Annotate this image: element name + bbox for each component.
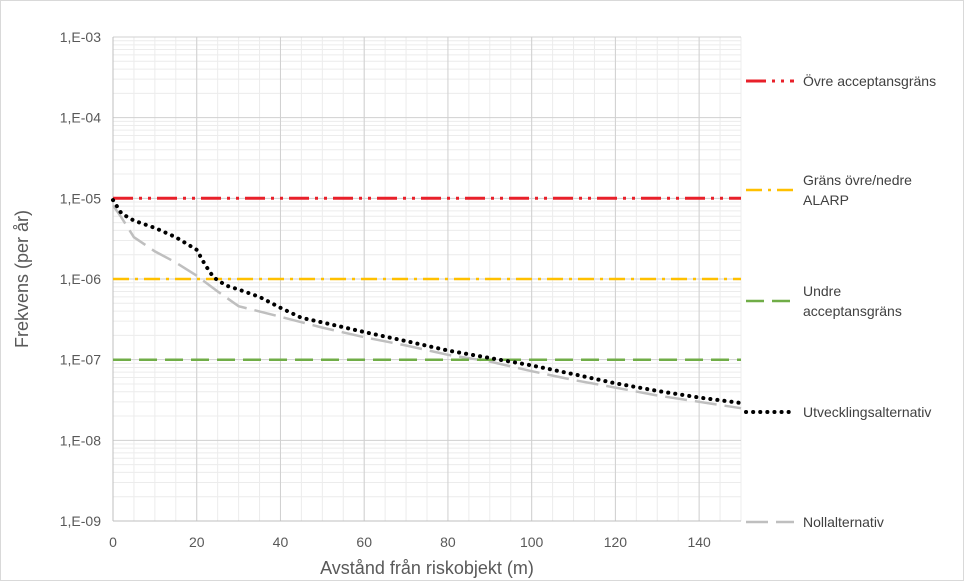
x-axis-title: Avstånd från riskobjekt (m) [320,558,534,578]
x-tick-label: 120 [604,534,628,550]
series-line-5 [111,204,742,410]
y-tick-label: 1,E-06 [60,271,101,287]
y-tick-label: 1,E-08 [60,432,101,448]
legend: Övre acceptansgräns Gräns övre/nedre ALARP… [744,72,936,530]
x-tick-label: 40 [273,534,289,550]
y-tick-label: 1,E-03 [60,29,101,45]
legend-label-line: Gräns övre/nedre [803,172,912,188]
y-tick-label: 1,E-07 [60,352,101,368]
y-axis-title: Frekvens (per år) [12,210,32,348]
x-tick-label: 0 [109,534,117,550]
x-tick-label: 80 [440,534,456,550]
series-layer [111,196,743,410]
legend-label-5: Nollalternativ [803,514,884,530]
legend-label-1: Övre acceptansgräns [803,72,936,89]
y-axis-ticks: 1,E-03 1,E-04 1,E-05 1,E-06 1,E-07 1,E-08 1,E-… [60,29,101,529]
legend-label-line: ALARP [803,192,849,208]
x-tick-label: 100 [520,534,544,550]
legend-label-line: acceptansgräns [803,303,902,319]
series-line-4 [111,198,743,405]
legend-label-2: Gräns övre/nedre ALARP [803,172,912,208]
y-tick-label: 1,E-09 [60,513,101,529]
x-tick-label: 20 [189,534,205,550]
legend-label-line: Nollalternativ [803,514,884,530]
x-tick-label: 60 [356,534,372,550]
x-axis-ticks: 0 20 40 60 80 100 120 140 [109,534,711,550]
legend-label-4: Utvecklingsalternativ [803,404,931,420]
y-tick-label: 1,E-05 [60,190,101,206]
x-tick-label: 140 [687,534,711,550]
legend-label-3: Undre acceptansgräns [803,283,902,319]
legend-label-line: Undre [803,283,841,299]
y-tick-label: 1,E-04 [60,110,101,126]
legend-label-line: Övre acceptansgräns [803,72,936,89]
legend-label-line: Utvecklingsalternativ [803,404,931,420]
